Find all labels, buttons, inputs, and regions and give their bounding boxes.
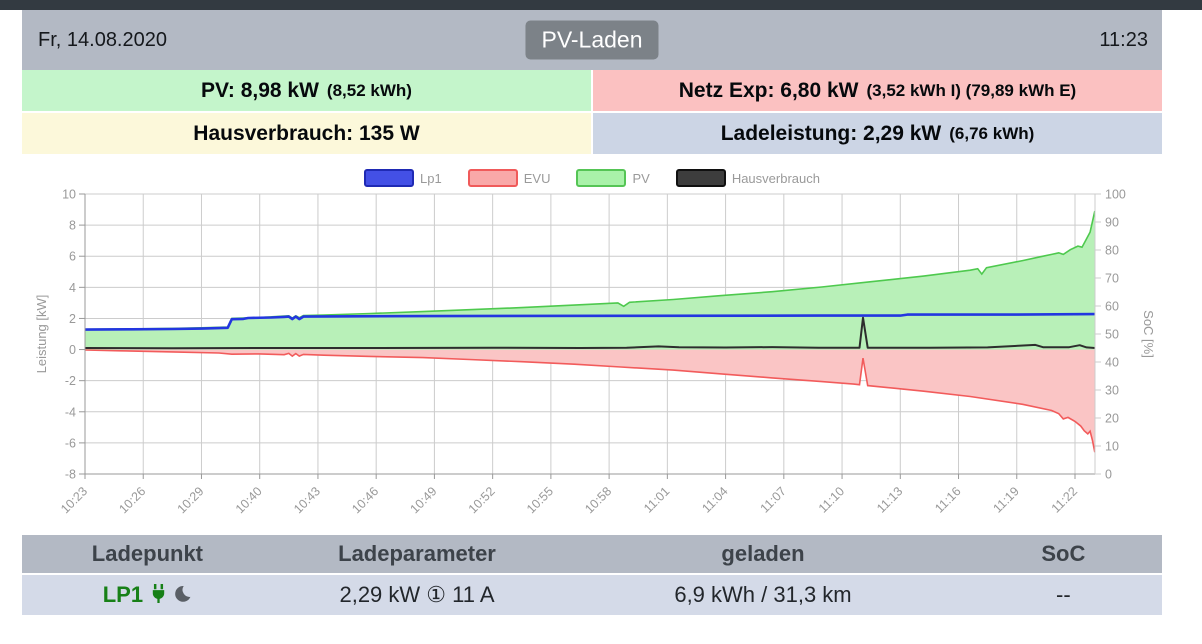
svg-text:60: 60	[1105, 300, 1119, 314]
charge-power-panel: Ladeleistung: 2,29 kW (6,76 kWh)	[593, 113, 1162, 154]
svg-text:11:01: 11:01	[641, 484, 672, 515]
legend-item-lp1: Lp1	[364, 169, 442, 187]
svg-text:Leistung [kW]: Leistung [kW]	[34, 295, 49, 374]
svg-text:10:52: 10:52	[466, 484, 498, 516]
svg-text:2: 2	[69, 312, 76, 326]
svg-text:40: 40	[1105, 356, 1119, 370]
legend-label: EVU	[523, 170, 551, 186]
legend-item-pv: PV	[576, 169, 650, 187]
legend-item-hausverbrauch: Hausverbrauch	[675, 169, 820, 187]
svg-text:70: 70	[1105, 272, 1119, 286]
svg-text:10: 10	[1105, 440, 1119, 454]
svg-text:10:40: 10:40	[233, 484, 265, 516]
svg-text:10:46: 10:46	[349, 484, 381, 516]
lp1-label: LP1	[102, 582, 144, 607]
header-ladeparameter: Ladeparameter	[272, 535, 562, 573]
svg-text:6: 6	[69, 250, 76, 264]
svg-text:-6: -6	[65, 436, 76, 450]
chargepoint-table: Ladepunkt Ladeparameter geladen SoC LP1 …	[22, 533, 1162, 617]
legend-swatch	[576, 169, 627, 187]
page-content: Fr, 14.08.2020 PV-Laden 11:23 PV: 8,98 k…	[22, 10, 1162, 617]
chart-legend: Lp1 EVU PV Hausverbrauch	[22, 169, 1162, 187]
table-header-row: Ladepunkt Ladeparameter geladen SoC	[22, 535, 1162, 573]
pv-panel: PV: 8,98 kW (8,52 kWh)	[22, 70, 591, 111]
svg-text:11:10: 11:10	[816, 484, 847, 515]
house-consumption-panel: Hausverbrauch: 135 W	[22, 113, 591, 154]
svg-text:10:29: 10:29	[175, 484, 207, 516]
svg-text:11:07: 11:07	[758, 484, 789, 515]
svg-text:0: 0	[69, 343, 76, 357]
grid-export-panel: Netz Exp: 6,80 kW (3,52 kWh I) (79,89 kW…	[593, 70, 1162, 111]
legend-swatch	[467, 169, 518, 187]
charge-energy: (6,76 kWh)	[949, 123, 1035, 143]
svg-text:11:19: 11:19	[991, 484, 1022, 515]
chart-svg: 1086420-2-4-6-8100908070605040302010010:…	[34, 188, 1156, 517]
legend-label: Hausverbrauch	[731, 170, 820, 186]
pv-value: PV: 8,98 kW	[201, 78, 319, 102]
legend-label: PV	[632, 170, 650, 186]
clock-label: 11:23	[1099, 28, 1148, 51]
info-panels: PV: 8,98 kW (8,52 kWh) Netz Exp: 6,80 kW…	[22, 70, 1162, 154]
grid-export-value: Netz Exp: 6,80 kW	[678, 78, 859, 102]
header-soc: SoC	[964, 535, 1162, 573]
date-label: Fr, 14.08.2020	[38, 28, 167, 51]
house-consumption-value: Hausverbrauch: 135 W	[193, 121, 420, 145]
header-ladepunkt: Ladepunkt	[22, 535, 273, 573]
legend-label: Lp1	[420, 170, 442, 186]
svg-text:100: 100	[1105, 188, 1126, 202]
legend-swatch	[364, 169, 415, 187]
cell-ladeparameter: 2,29 kW ① 11 A	[272, 575, 562, 615]
svg-text:4: 4	[69, 281, 76, 295]
charge-power-value: Ladeleistung: 2,29 kW	[720, 121, 942, 145]
legend-swatch	[675, 169, 726, 187]
svg-text:90: 90	[1105, 216, 1119, 230]
svg-text:11:13: 11:13	[874, 484, 905, 515]
top-strip	[0, 0, 1202, 10]
table-row: LP1 2,29 kW ① 11 A 6,9 kWh / 31,3 km --	[22, 575, 1162, 615]
svg-text:0: 0	[1105, 468, 1112, 482]
svg-text:10:23: 10:23	[58, 484, 90, 516]
pv-energy: (8,52 kWh)	[326, 80, 412, 100]
svg-text:10:49: 10:49	[408, 484, 440, 516]
moon-icon	[175, 585, 191, 602]
svg-text:80: 80	[1105, 244, 1119, 258]
svg-text:10: 10	[62, 188, 76, 202]
svg-text:20: 20	[1105, 412, 1119, 426]
status-bar: Fr, 14.08.2020 PV-Laden 11:23	[22, 10, 1162, 70]
cell-ladepunkt: LP1	[22, 575, 273, 615]
svg-text:30: 30	[1105, 384, 1119, 398]
header-geladen: geladen	[561, 535, 965, 573]
svg-text:10:55: 10:55	[524, 484, 556, 516]
svg-text:11:22: 11:22	[1049, 484, 1080, 515]
svg-text:10:43: 10:43	[291, 484, 323, 516]
svg-text:8: 8	[69, 219, 76, 233]
svg-text:-4: -4	[65, 405, 76, 419]
page-title-button[interactable]: PV-Laden	[525, 20, 659, 60]
svg-text:-2: -2	[65, 374, 76, 388]
legend-item-evu: EVU	[467, 169, 551, 187]
power-chart-card: Lp1 EVU PV Hausverbrauch 10 8 6 4 2 0 -2 -4 -6 -8 100…	[22, 167, 1162, 527]
svg-text:SoC [%]: SoC [%]	[1141, 310, 1156, 358]
svg-text:10:58: 10:58	[582, 484, 614, 516]
svg-text:11:04: 11:04	[699, 484, 730, 515]
grid-export-energy: (3,52 kWh I) (79,89 kWh E)	[866, 80, 1077, 100]
svg-text:50: 50	[1105, 328, 1119, 342]
plug-icon	[152, 584, 165, 603]
svg-text:11:16: 11:16	[932, 484, 963, 515]
svg-text:-8: -8	[65, 468, 76, 482]
cell-soc: --	[964, 575, 1162, 615]
cell-geladen: 6,9 kWh / 31,3 km	[561, 575, 965, 615]
svg-text:10:26: 10:26	[116, 484, 148, 516]
